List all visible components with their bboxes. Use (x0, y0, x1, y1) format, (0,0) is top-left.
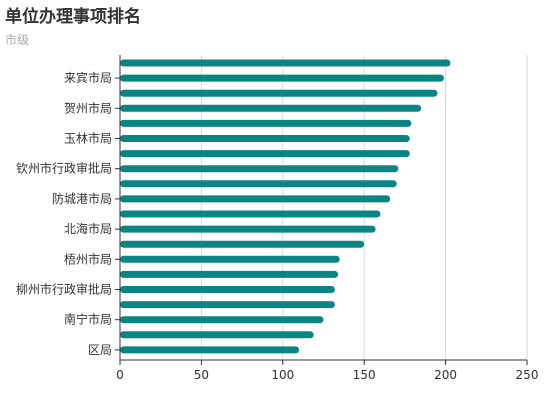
y-tick-label: 区局 (88, 343, 112, 357)
bar (120, 316, 324, 324)
bar (120, 74, 444, 82)
bar (120, 301, 335, 309)
y-tick-label: 玉林市局 (64, 131, 112, 146)
x-tick-label: 50 (194, 368, 209, 382)
bar (120, 225, 376, 233)
y-axis: 来宾市局贺州市局玉林市局钦州市行政审批局防城港市局北海市局梧州市局柳州市行政审批… (16, 55, 121, 360)
bar (120, 135, 410, 142)
y-tick-label: 南宁市局 (64, 312, 112, 327)
bar (120, 150, 410, 158)
bar (120, 346, 300, 354)
y-tick-label: 梧州市局 (64, 251, 112, 266)
y-tick-label: 防城港市局 (52, 191, 112, 206)
y-tick-label: 来宾市局 (64, 70, 112, 85)
bars (120, 59, 451, 354)
y-tick-label: 贺州市局 (64, 100, 112, 115)
x-tick-label: 0 (116, 368, 124, 382)
x-tick-label: 200 (434, 368, 457, 382)
bar (120, 104, 422, 112)
bar (120, 195, 391, 203)
y-tick-label: 钦州市行政审批局 (16, 161, 112, 176)
y-tick-label: 北海市局 (64, 221, 112, 236)
bar (120, 89, 438, 97)
bar (120, 165, 399, 173)
x-tick-label: 150 (353, 368, 376, 382)
bar (120, 286, 335, 293)
bar (120, 59, 451, 67)
bar (120, 210, 381, 218)
bar (120, 119, 412, 127)
bar (120, 240, 365, 248)
bar (120, 331, 314, 339)
bar (120, 180, 397, 188)
y-tick-label: 柳州市行政审批局 (16, 282, 112, 297)
chart-title: 单位办理事项排名 (5, 7, 141, 27)
x-tick-label: 100 (271, 368, 294, 382)
bar (120, 255, 340, 263)
bar (120, 270, 339, 278)
x-tick-label: 250 (516, 368, 539, 382)
chart-subtitle: 市级 (5, 33, 30, 47)
x-axis: 0 50 100 150 200 250 (116, 359, 539, 382)
grid-lines (200, 55, 528, 360)
